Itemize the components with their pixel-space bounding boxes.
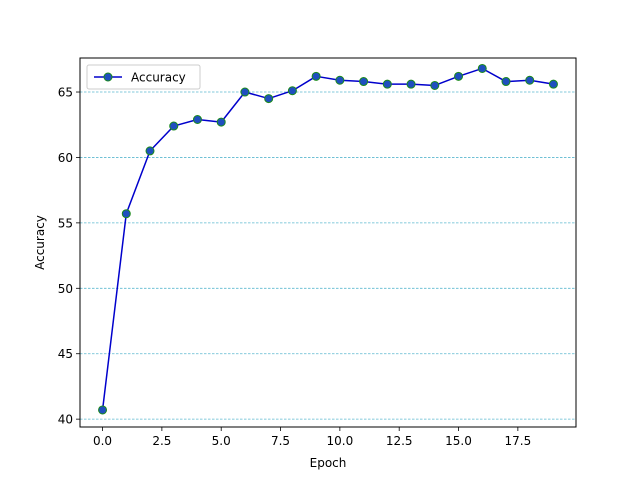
x-tick-label-0: 0.0 [93, 434, 112, 448]
data-point-0-11 [359, 77, 369, 87]
x-tick-label-6: 15.0 [445, 434, 472, 448]
data-point-0-6 [240, 87, 250, 97]
legend-box [86, 64, 201, 90]
plot-frame [79, 57, 577, 428]
legend-entry-accuracy: Accuracy [131, 71, 186, 85]
legend-marker-swatch [103, 72, 113, 82]
grid [80, 91, 576, 420]
data-point-0-8 [287, 86, 297, 96]
data-point-0-2 [145, 146, 155, 156]
x-tick-label-7: 17.5 [504, 434, 531, 448]
data-point-0-3 [169, 121, 179, 131]
y-tick-label-0: 40 [58, 413, 73, 427]
data-point-0-9 [311, 71, 321, 81]
data-point-0-15 [454, 71, 464, 81]
data-point-0-7 [264, 94, 274, 104]
data-point-0-1 [121, 209, 131, 219]
data-point-0-10 [335, 75, 345, 85]
y-tick-label-4: 60 [58, 151, 73, 165]
data-point-0-14 [430, 80, 440, 90]
legend: Accuracy [86, 64, 201, 90]
data-point-0-5 [216, 117, 226, 127]
x-tick-label-1: 2.5 [152, 434, 171, 448]
data-point-0-12 [382, 79, 392, 89]
data-point-0-18 [525, 75, 535, 85]
x-tick-label-3: 7.5 [271, 434, 290, 448]
series-layer [98, 63, 558, 415]
y-tick-label-3: 55 [58, 216, 73, 230]
data-point-0-17 [501, 77, 511, 87]
y-tick-label-1: 45 [58, 347, 73, 361]
data-point-0-16 [477, 63, 487, 73]
x-tick-label-2: 5.0 [212, 434, 231, 448]
data-point-0-13 [406, 79, 416, 89]
data-point-0-0 [98, 405, 108, 415]
y-tick-label-5: 65 [58, 86, 73, 100]
x-axis-label: Epoch [310, 456, 347, 470]
x-tick-label-4: 10.0 [327, 434, 354, 448]
data-point-0-4 [192, 115, 202, 124]
ticks: 0.0 2.5 5.0 7.5 10.0 12.5 15.0 17.5 40 45 50 55 60 65 [58, 86, 531, 448]
y-tick-label-2: 50 [58, 282, 73, 296]
data-point-0-19 [548, 79, 558, 89]
y-axis-label: Accuracy [33, 215, 47, 270]
x-tick-label-5: 12.5 [386, 434, 413, 448]
